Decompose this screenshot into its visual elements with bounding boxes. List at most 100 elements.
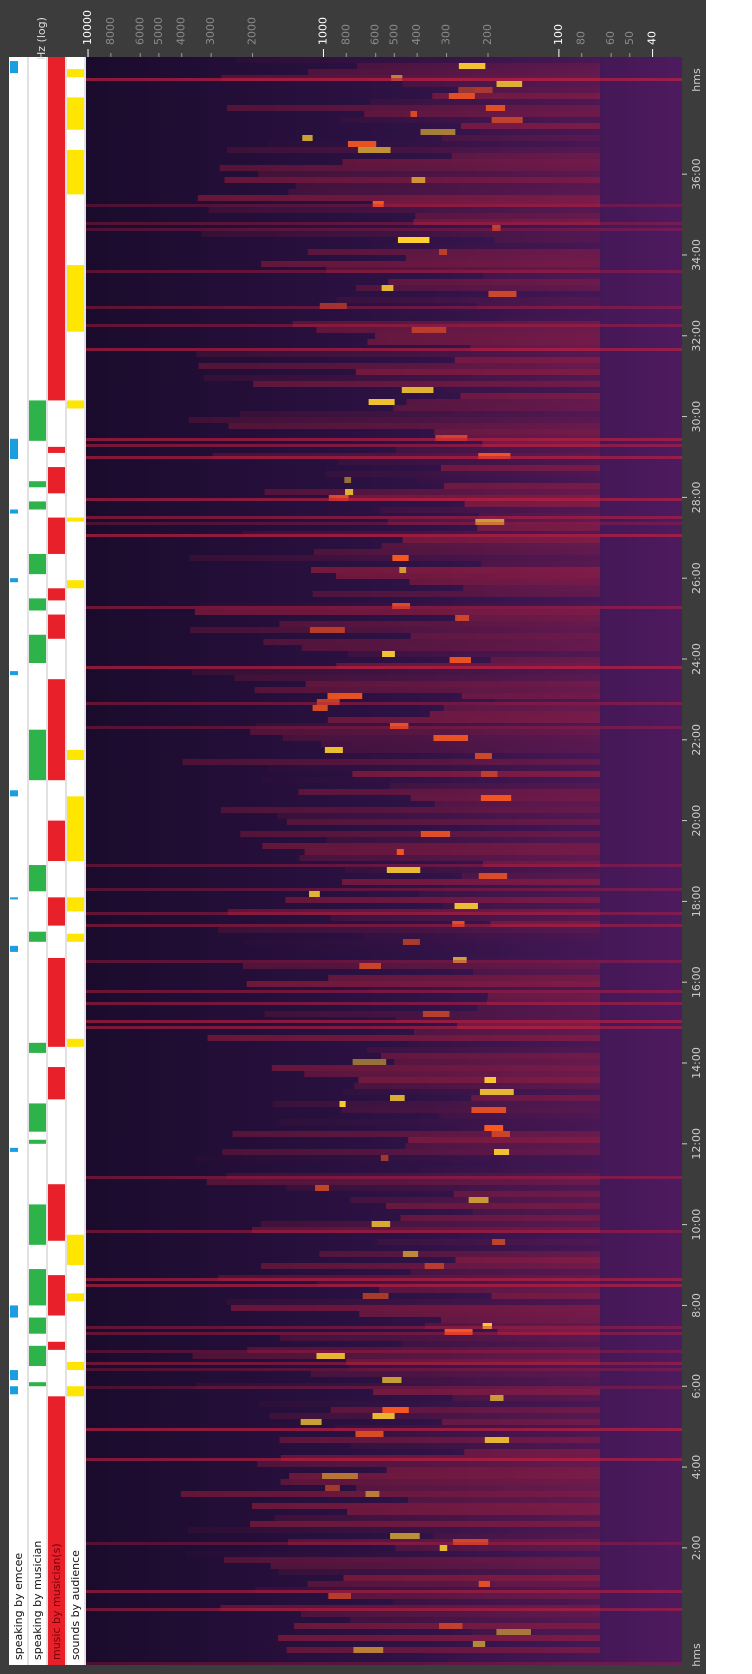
spectrogram-texture [440,1545,447,1551]
spectrogram-texture [261,261,600,267]
spectrogram-texture [390,1095,405,1101]
y-tick-label: 40 [646,31,659,45]
spectrogram-texture [322,1473,358,1479]
track-segment [29,730,46,781]
spectrogram-texture [395,1545,600,1551]
y-tick-label: 50 [623,31,636,45]
spectrogram-texture [403,939,420,945]
spectrogram-texture [277,813,600,819]
spectrogram-texture [338,459,600,465]
spectrogram-texture [444,705,600,711]
x-axis-title: hms [690,68,703,92]
spectrogram-texture [492,1239,505,1245]
track-segment [67,265,84,332]
spectrogram-texture [484,1125,503,1131]
spectrogram-texture [86,990,682,993]
x-tick-label: 10:00 [690,1209,703,1241]
spectrogram-texture [463,585,600,591]
spectrogram-texture [356,369,600,375]
spectrogram-texture [286,1185,600,1191]
track-segment [67,934,84,942]
spectrogram-texture [224,1557,600,1563]
spectrogram-texture [388,279,600,285]
spectrogram-texture [86,1350,682,1353]
spectrogram-texture [478,1005,600,1011]
track-segment [67,1362,84,1370]
spectrogram-texture [86,1458,682,1461]
spectrogram-texture [390,783,600,789]
spectrogram-texture [442,1419,600,1425]
spectrogram-texture [307,1581,600,1587]
track-segment [29,501,46,509]
spectrogram-texture [240,831,600,837]
spectrogram-texture [86,888,682,891]
spectrogram-texture [86,606,682,609]
spectrogram-texture [479,129,600,135]
spectrogram-texture [327,693,362,699]
spectrogram-texture [456,1257,600,1263]
spectrogram-texture [342,159,600,165]
spectrogram-texture [226,1299,600,1305]
spectrogram-texture [86,1332,682,1335]
spectrogram-texture [387,1467,600,1473]
spectrogram-texture [492,1293,600,1299]
spectrogram-texture [350,1443,600,1449]
spectrogram-texture [496,1629,530,1635]
spectrogram-texture [86,456,682,459]
spectrogram-texture [347,1509,600,1515]
x-axis-title: hms [690,1643,703,1667]
spectrogram-texture [327,837,600,843]
y-tick-label: 8000 [104,17,117,45]
spectrogram-texture [188,1527,600,1533]
spectrogram-texture [289,189,600,195]
spectrogram-texture [263,639,600,645]
track-segment [10,790,18,796]
spectrogram-texture [86,324,682,327]
track-segment [10,1148,18,1152]
spectrogram-texture [86,516,682,519]
spectrogram-texture [393,309,600,315]
spectrogram-texture [287,819,600,825]
spectrogram-texture [86,1020,682,1023]
spectrogram-texture [86,1428,682,1431]
spectrogram-texture [362,933,600,939]
spectrogram-texture [367,1047,600,1053]
x-tick-label: 16:00 [690,966,703,998]
track-segment [29,1204,46,1244]
y-tick-label: 1000 [316,17,329,45]
spectrogram-texture [408,1497,600,1503]
track-segment [67,1386,84,1396]
spectrogram-texture [328,717,600,723]
spectrogram-texture [370,99,600,105]
spectrogram-texture [308,249,600,255]
spectrogram-texture [308,69,600,75]
track-segment [10,946,18,952]
spectrogram-texture [386,1203,600,1209]
y-tick-label: 600 [369,24,382,45]
spectrogram-texture [377,1239,600,1245]
track-segment [48,1342,65,1350]
spectrogram-texture [271,1563,600,1569]
spectrogram-texture [409,579,600,585]
spectrogram-texture [319,1251,600,1257]
spectrogram-texture [444,483,600,489]
spectrogram-texture [328,975,600,981]
track-segment [48,588,65,600]
spectrogram-texture [403,1377,600,1383]
spectrogram-texture [421,831,450,837]
spectrogram-texture [86,1002,682,1005]
x-tick-label: 34:00 [690,239,703,271]
spectrogram-texture [393,405,600,411]
spectrogram-texture [353,1059,387,1065]
x-tick-label: 22:00 [690,724,703,756]
spectrogram-texture [325,1485,340,1491]
spectrogram-texture [243,939,600,945]
spectrogram-texture [285,897,600,903]
spectrogram-texture [306,681,600,687]
spectrogram-texture [325,471,600,477]
spectrogram-texture [86,960,682,963]
spectrogram-texture [356,1485,600,1491]
spectrogram-texture [357,1233,600,1239]
spectrogram-texture [372,1413,394,1419]
